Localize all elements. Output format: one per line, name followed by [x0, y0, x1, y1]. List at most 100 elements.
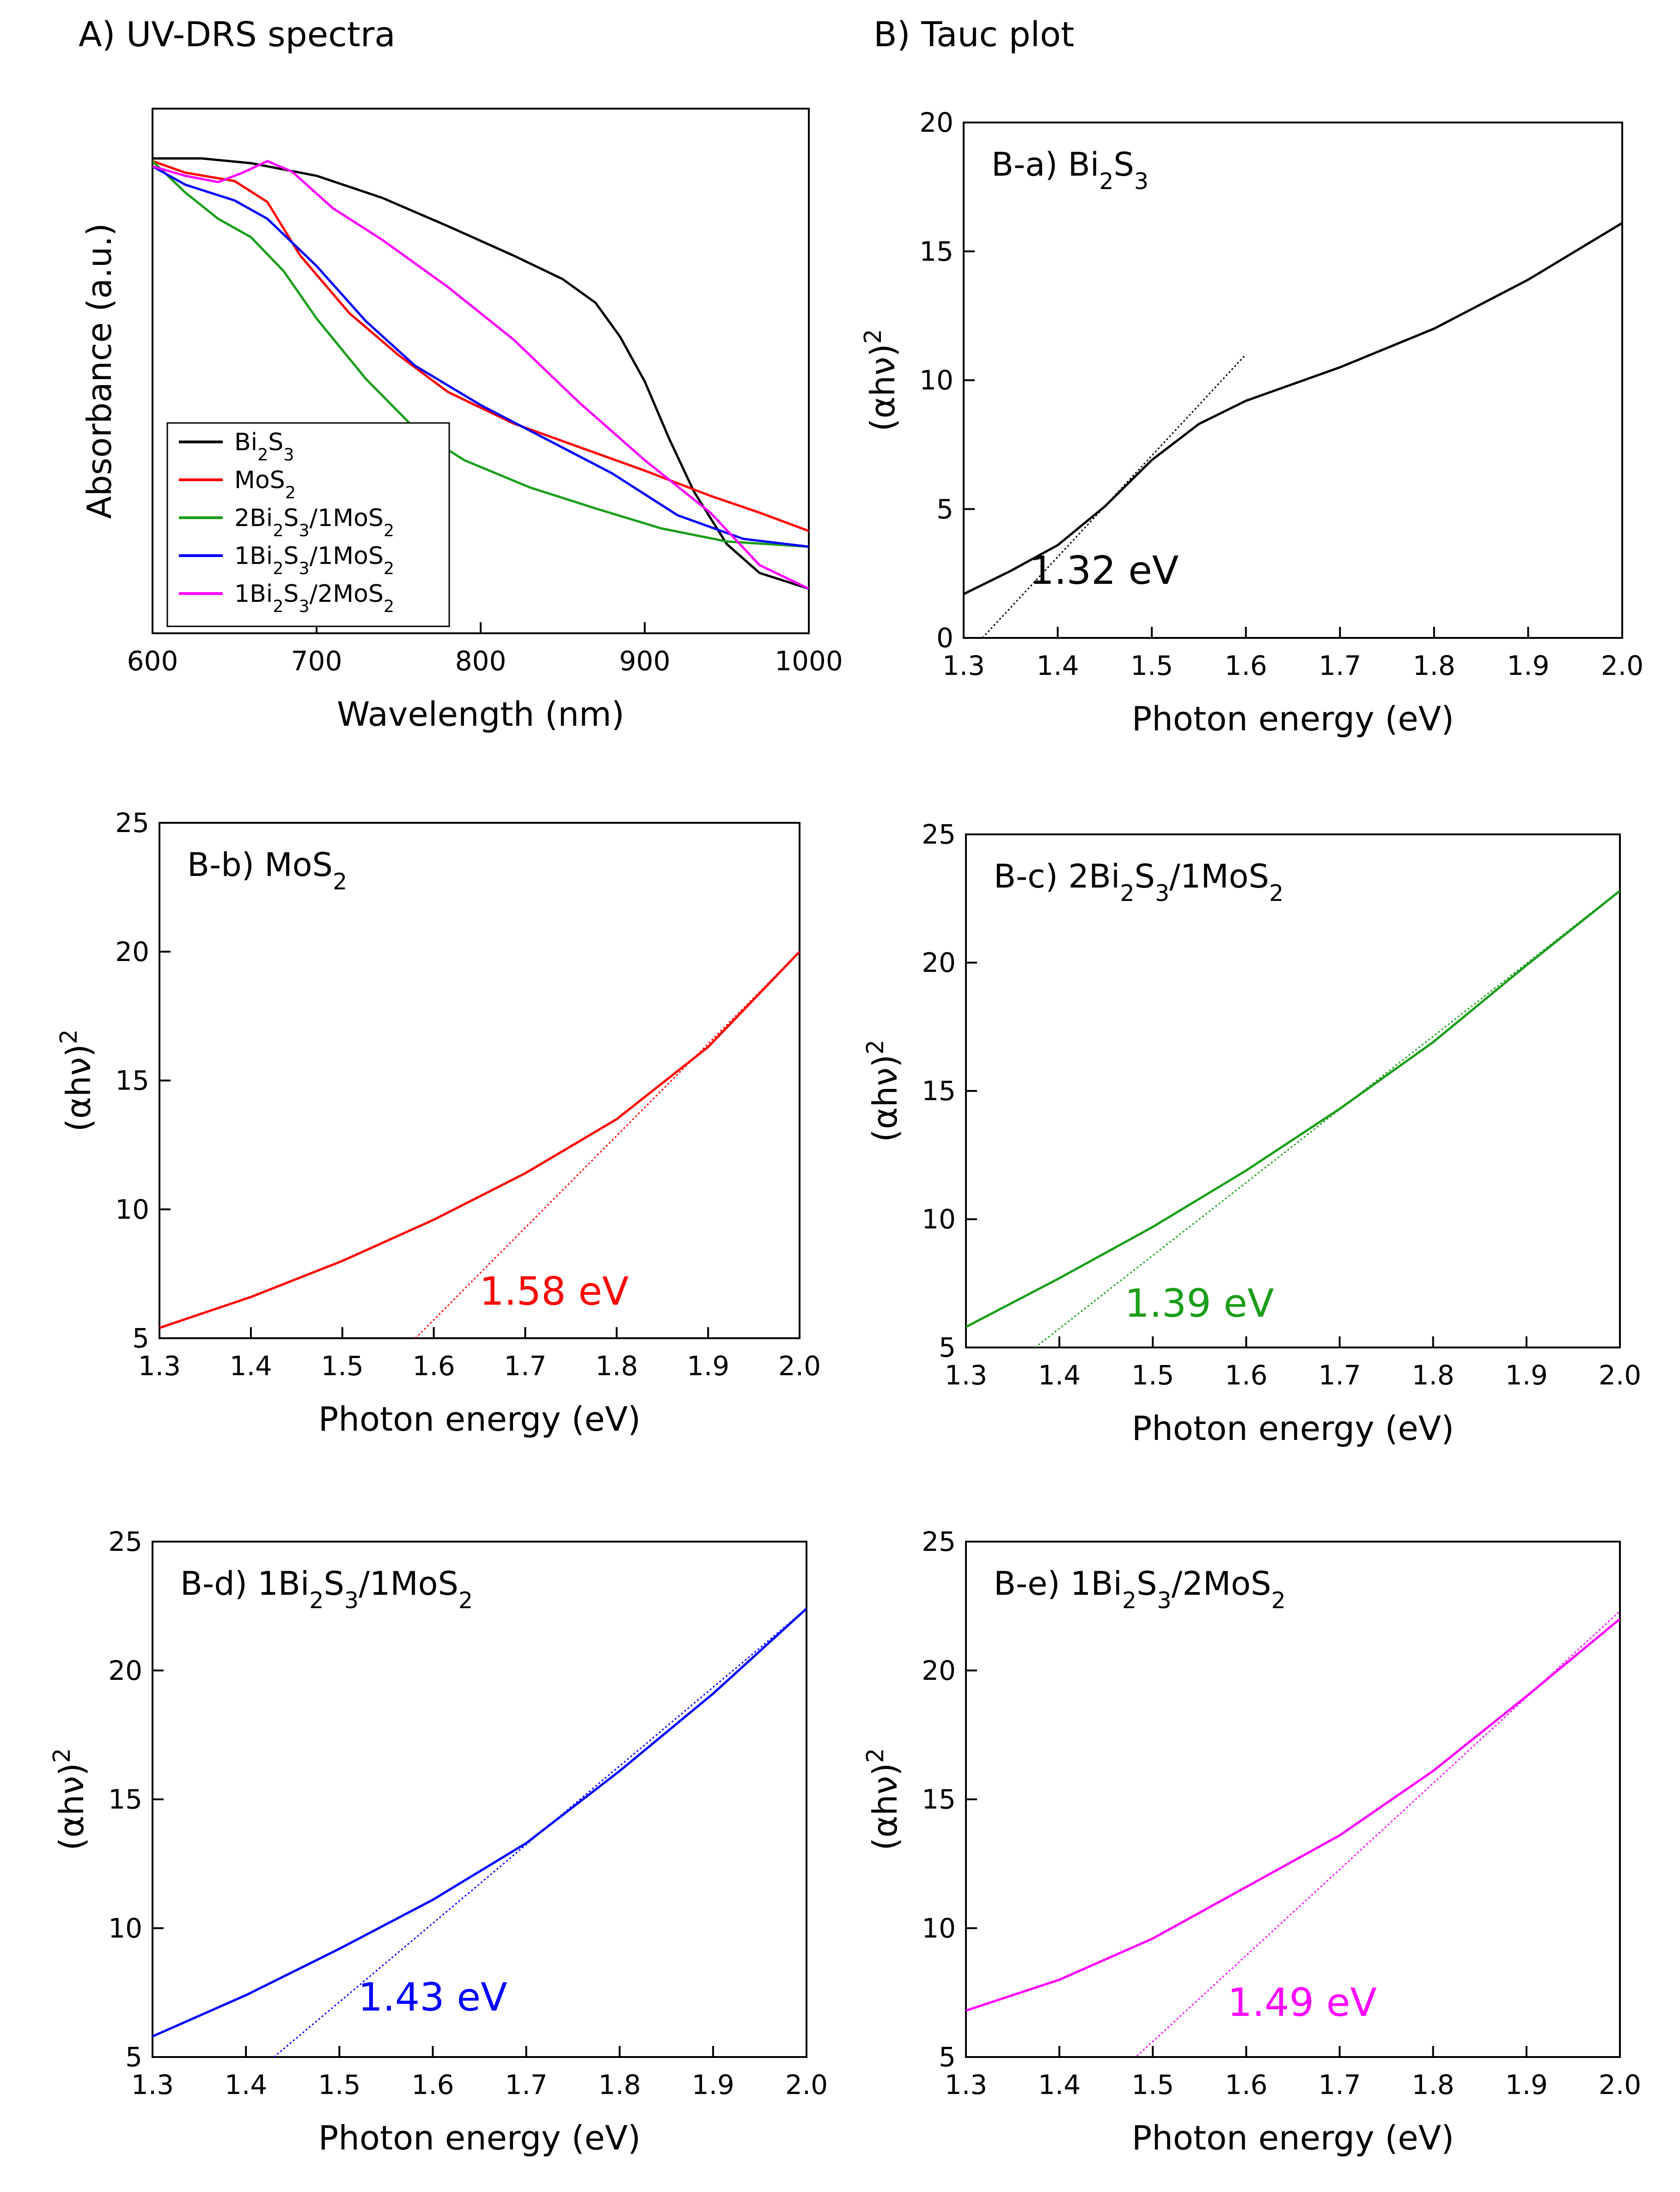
x-tick-label: 1.7: [1318, 2069, 1361, 2100]
y-tick-label: 25: [115, 807, 149, 839]
panel-title: B-d) 1Bi2S3/1MoS2: [180, 1565, 473, 1614]
x-tick-label: 1.6: [412, 1350, 455, 1382]
y-tick-label: 15: [919, 236, 953, 267]
x-tick-label: 1.6: [1225, 650, 1267, 681]
x-tick-label: 900: [619, 645, 671, 677]
y-tick-label: 20: [108, 1655, 142, 1686]
chart-taucC: 1.3 1.4 1.5 1.6 1.7 1.8 1.9 2.0 5 10 15 20 25 Photon …: [861, 819, 1642, 1448]
panel-title: B-a) Bi2S3: [991, 146, 1149, 195]
tangent-line: [415, 951, 800, 1338]
x-tick-label: 1.5: [321, 1350, 364, 1382]
y-axis-label: Absorbance (a.u.): [80, 223, 119, 519]
chart-taucD: 1.3 1.4 1.5 1.6 1.7 1.8 1.9 2.0 5 10 15 20 25 Photon …: [48, 1526, 828, 2157]
y-axis-label: (αhν)2: [861, 1040, 905, 1142]
x-tick-label: 1.3: [131, 2069, 174, 2100]
x-tick-label: 1.4: [230, 1350, 272, 1382]
tauc-curve: [966, 1618, 1620, 2012]
x-tick-label: 2.0: [778, 1350, 821, 1382]
series-line: [153, 157, 809, 590]
y-tick-label: 10: [922, 1204, 956, 1235]
section-a-title: A) UV-DRS spectra: [79, 15, 396, 55]
y-tick-label: 20: [922, 1655, 956, 1686]
panel-title: B-b) MoS2: [187, 846, 347, 895]
x-tick-label: 1.9: [687, 1350, 729, 1382]
y-axis-label: (αhν)2: [859, 329, 903, 432]
data-area: [153, 157, 809, 590]
x-tick-label: 2.0: [1599, 1359, 1641, 1391]
data-area: [966, 889, 1620, 1347]
y-tick-label: 20: [919, 107, 953, 138]
panel-title: B-e) 1Bi2S3/2MoS2: [994, 1565, 1286, 1614]
y-tick-label: 5: [125, 2041, 142, 2073]
x-tick-label: 1.4: [1038, 1359, 1081, 1391]
x-tick-label: 800: [455, 645, 507, 677]
x-tick-label: 700: [291, 645, 342, 677]
series-line: [153, 160, 809, 533]
tauc-curve: [153, 1608, 806, 2038]
x-tick-label: 1.7: [1318, 1359, 1361, 1391]
y-tick-label: 5: [939, 2041, 956, 2073]
data-area: [153, 1608, 806, 2057]
bandgap-annotation: 1.58 eV: [480, 1269, 629, 1314]
legend-entry: 1Bi2S3/2MoS2: [234, 580, 394, 616]
y-tick-label: 5: [936, 493, 953, 525]
x-tick-label: 1.8: [599, 2069, 641, 2100]
plot-frame: [965, 833, 1621, 1348]
y-tick-label: 15: [922, 1784, 956, 1815]
y-tick-label: 10: [108, 1912, 142, 1944]
tauc-curve: [964, 222, 1622, 595]
x-tick-label: 1.9: [1505, 1359, 1548, 1391]
data-area: [964, 222, 1622, 638]
chart-taucB: 1.3 1.4 1.5 1.6 1.7 1.8 1.9 2.0 5 10 15 20 25 Photon …: [55, 807, 821, 1439]
x-tick-label: 1.7: [1319, 650, 1361, 681]
y-tick-label: 25: [922, 819, 956, 850]
x-tick-label: 1.8: [595, 1350, 638, 1382]
y-axis-label: (αhν)2: [55, 1029, 98, 1132]
x-tick-label: 600: [127, 645, 178, 677]
y-axis-label: (αhν)2: [48, 1748, 92, 1851]
tauc-curve: [966, 890, 1620, 1328]
plot-frame: [159, 822, 800, 1339]
y-tick-label: 10: [922, 1912, 956, 1944]
x-axis-label: Wavelength (nm): [337, 695, 624, 734]
y-tick-label: 10: [919, 365, 953, 396]
tauc-curve: [159, 951, 800, 1329]
x-tick-label: 1.5: [1131, 2069, 1174, 2100]
x-axis-label: Photon energy (eV): [1132, 699, 1454, 738]
x-tick-label: 1.6: [1225, 1359, 1267, 1391]
y-tick-label: 15: [922, 1075, 956, 1107]
series-line: [153, 165, 809, 548]
data-area: [159, 951, 800, 1338]
x-tick-label: 2.0: [785, 2069, 828, 2100]
y-axis-label: (αhν)2: [861, 1748, 905, 1851]
x-tick-label: 1.5: [1130, 650, 1173, 681]
legend-entry: Bi2S3: [234, 429, 294, 465]
y-tick-label: 20: [922, 947, 956, 979]
bandgap-annotation: 1.39 eV: [1125, 1280, 1274, 1326]
y-tick-label: 5: [132, 1323, 149, 1354]
series-line: [153, 160, 809, 590]
x-tick-label: 1.8: [1412, 1359, 1454, 1391]
x-axis-label: Photon energy (eV): [318, 2119, 641, 2157]
x-tick-label: 1.9: [692, 2069, 734, 2100]
panels: 600 700 800 900 1000 Wavelength (nm) Absorbanc…: [48, 107, 1644, 2157]
x-tick-label: 1.4: [1036, 650, 1079, 681]
chart-taucE: 1.3 1.4 1.5 1.6 1.7 1.8 1.9 2.0 5 10 15 20 25 Photon …: [861, 1526, 1642, 2157]
x-tick-label: 1.7: [504, 1350, 546, 1382]
y-tick-label: 15: [108, 1784, 142, 1815]
x-tick-label: 2.0: [1599, 2069, 1641, 2100]
y-tick-label: 5: [939, 1332, 956, 1363]
x-axis-label: Photon energy (eV): [1132, 1409, 1454, 1448]
x-tick-label: 1.7: [505, 2069, 547, 2100]
x-axis-label: Photon energy (eV): [318, 1400, 641, 1439]
section-b-title: B) Tauc plot: [874, 15, 1074, 55]
y-tick-label: 25: [922, 1526, 956, 1557]
legend-entry: 2Bi2S3/1MoS2: [234, 504, 394, 540]
bandgap-annotation: 1.32 eV: [1030, 548, 1179, 593]
y-tick-label: 0: [936, 622, 953, 654]
y-tick-label: 25: [108, 1526, 142, 1557]
tangent-line: [1034, 889, 1620, 1347]
x-tick-label: 1.9: [1505, 2069, 1548, 2100]
chart-uvdrs: 600 700 800 900 1000 Wavelength (nm) Absorbanc…: [80, 108, 843, 734]
legend-entry: MoS2: [234, 466, 296, 502]
